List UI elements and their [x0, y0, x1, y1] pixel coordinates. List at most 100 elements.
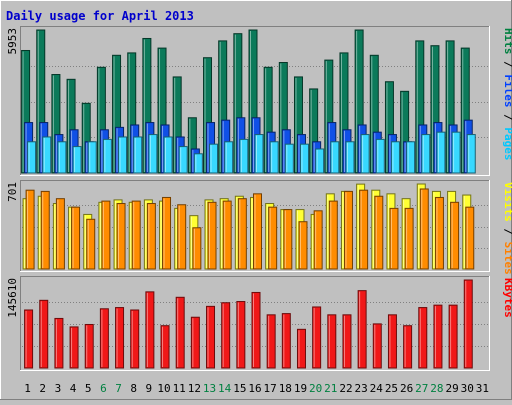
- x-tick-label-day-11: 11: [173, 382, 186, 395]
- x-tick-label-day-5: 5: [85, 382, 92, 395]
- bar-pages-day-14: [224, 141, 234, 174]
- bar-pages-day-17: [269, 141, 279, 174]
- bar-pages-day-1: [27, 141, 37, 174]
- legend-entry: /: [502, 108, 512, 128]
- x-tick-label-day-31: 31: [476, 382, 489, 395]
- bar-pages-day-22: [345, 141, 355, 174]
- bar-sites-day-9: [146, 203, 156, 270]
- bar-kbytes-day-18: [281, 313, 291, 369]
- x-tick-label-day-27: 27: [415, 382, 428, 395]
- bar-kbytes-day-20: [312, 306, 322, 369]
- series-sites: [25, 188, 475, 270]
- bar-kbytes-day-10: [160, 325, 170, 369]
- legend-entry: Sites: [502, 242, 512, 275]
- x-tick-label-day-15: 15: [233, 382, 246, 395]
- bar-pages-day-5: [87, 141, 97, 174]
- panel-hits: 5953 Hits / Files / Pages: [6, 26, 512, 176]
- bar-kbytes-day-7: [115, 307, 125, 369]
- panel-visits-legend: Visits / Sites: [502, 182, 512, 275]
- bar-kbytes-day-12: [190, 316, 200, 369]
- legend-entry: KBytes: [502, 278, 512, 318]
- bar-kbytes-day-11: [175, 296, 185, 369]
- x-tick-label-day-19: 19: [294, 382, 307, 395]
- legend-entry: /: [502, 222, 512, 242]
- bar-kbytes-day-8: [130, 309, 140, 369]
- x-tick-label-day-12: 12: [188, 382, 201, 395]
- x-tick-label-day-25: 25: [385, 382, 398, 395]
- bar-kbytes-day-9: [145, 291, 155, 369]
- bar-sites-day-25: [389, 207, 399, 270]
- x-tick-label-day-28: 28: [430, 382, 443, 395]
- bar-kbytes-day-30: [463, 279, 473, 369]
- chart-title: Daily usage for April 2013: [6, 9, 194, 23]
- x-tick-label-day-23: 23: [355, 382, 368, 395]
- bar-sites-day-23: [359, 189, 369, 270]
- x-tick-label-day-17: 17: [264, 382, 277, 395]
- x-tick-label-day-2: 2: [39, 382, 46, 395]
- x-tick-label-day-21: 21: [324, 382, 337, 395]
- bar-kbytes-day-22: [342, 314, 352, 369]
- x-tick-label-day-29: 29: [445, 382, 458, 395]
- x-tick-label-day-24: 24: [370, 382, 384, 395]
- bar-kbytes-day-21: [327, 314, 337, 369]
- bar-pages-day-28: [436, 131, 446, 174]
- bar-pages-day-26: [406, 141, 416, 174]
- bar-pages-day-8: [133, 136, 143, 174]
- panel-visits: 701 Visits / Sites: [6, 180, 512, 275]
- bar-sites-day-27: [419, 188, 429, 270]
- bar-pages-day-3: [57, 141, 67, 174]
- bar-sites-day-20: [313, 210, 323, 270]
- bar-sites-day-5: [86, 218, 96, 270]
- bar-kbytes-day-1: [24, 309, 34, 369]
- bar-kbytes-day-16: [251, 291, 261, 369]
- bar-sites-day-30: [465, 206, 475, 270]
- bar-pages-day-27: [421, 134, 431, 174]
- x-tick-label-day-16: 16: [248, 382, 261, 395]
- bar-sites-day-29: [450, 201, 460, 270]
- bar-kbytes-day-19: [296, 328, 306, 369]
- series-hits: [21, 29, 470, 174]
- bar-kbytes-day-29: [448, 304, 458, 369]
- x-tick-label-day-14: 14: [218, 382, 232, 395]
- bar-sites-day-12: [192, 227, 202, 270]
- series-kbytes: [24, 279, 473, 369]
- bar-kbytes-day-27: [418, 307, 428, 369]
- bar-pages-day-20: [315, 148, 325, 174]
- bar-pages-day-7: [118, 136, 128, 174]
- bar-kbytes-day-6: [99, 308, 109, 369]
- bar-sites-day-28: [434, 196, 444, 270]
- bar-pages-day-2: [42, 136, 52, 174]
- x-tick-label-day-30: 30: [461, 382, 474, 395]
- bar-pages-day-12: [193, 153, 203, 174]
- bar-pages-day-18: [284, 143, 294, 174]
- bar-sites-day-17: [268, 206, 278, 270]
- bar-kbytes-day-4: [69, 326, 79, 369]
- bar-sites-day-26: [404, 207, 414, 270]
- legend-entry: Files: [502, 74, 512, 107]
- legend-entry: Visits: [502, 182, 512, 222]
- panel-visits-max-label: 701: [6, 182, 19, 202]
- bar-kbytes-day-24: [372, 323, 382, 369]
- bar-pages-day-9: [148, 134, 158, 174]
- bar-pages-day-19: [299, 143, 309, 174]
- bar-pages-day-30: [466, 134, 476, 174]
- legend-entry: Pages: [502, 127, 512, 160]
- bar-sites-day-22: [343, 190, 353, 270]
- bar-sites-day-2: [40, 190, 50, 270]
- bar-kbytes-day-23: [357, 290, 367, 369]
- bar-kbytes-day-17: [266, 314, 276, 369]
- bar-kbytes-day-14: [221, 302, 231, 369]
- bar-pages-day-21: [330, 141, 340, 174]
- bar-kbytes-day-3: [54, 317, 64, 369]
- bar-kbytes-day-5: [84, 323, 94, 369]
- bar-pages-day-4: [72, 146, 82, 174]
- x-tick-label-day-3: 3: [55, 382, 62, 395]
- bar-pages-day-24: [375, 138, 385, 174]
- bar-sites-day-24: [374, 195, 384, 270]
- x-tick-label-day-1: 1: [24, 382, 31, 395]
- bar-kbytes-day-25: [387, 314, 397, 369]
- x-tick-label-day-7: 7: [115, 382, 122, 395]
- bar-pages-day-13: [209, 143, 219, 174]
